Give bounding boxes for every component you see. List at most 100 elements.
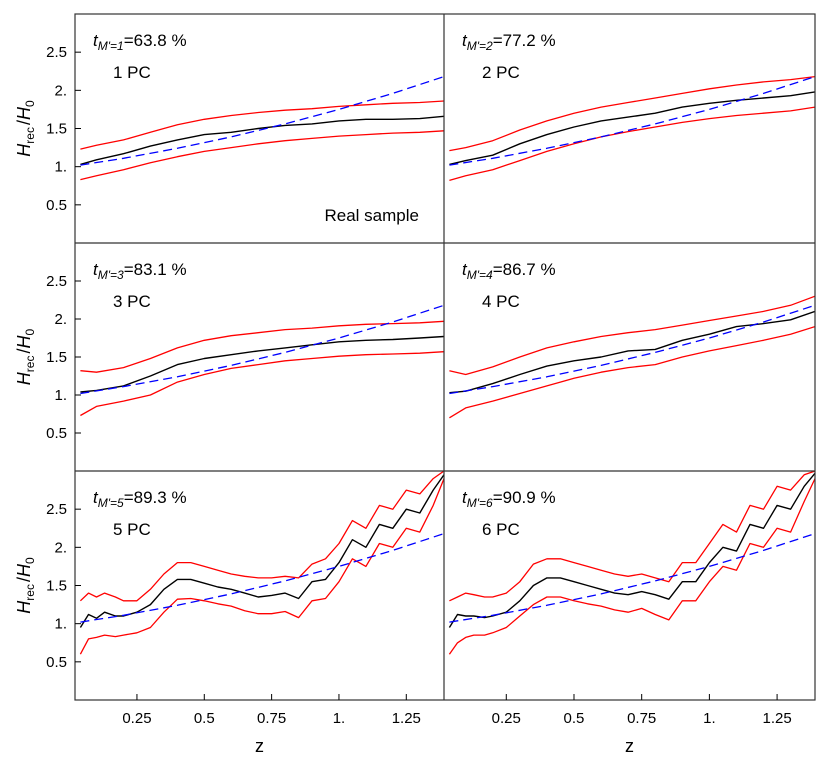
panel-pc-label: 1 PC bbox=[113, 63, 151, 82]
panel-note: Real sample bbox=[325, 206, 420, 225]
series-upper-line bbox=[80, 100, 444, 150]
y-label-h2: H bbox=[14, 563, 34, 577]
panel-t-annotation: tM'=3=83.1 % bbox=[93, 260, 187, 282]
x-tick-label: 0.25 bbox=[122, 710, 151, 727]
panel-5: tM'=5=89.3 % 5 PC bbox=[79, 471, 444, 655]
series-lower-line bbox=[448, 478, 815, 655]
x-tick-label: 0.25 bbox=[492, 710, 521, 727]
x-tick-label: 1. bbox=[703, 710, 716, 727]
y-axis-label: Hrec/H0 bbox=[14, 557, 37, 614]
y-tick-label: 1.5 bbox=[46, 121, 67, 138]
y-label-h2: H bbox=[14, 106, 34, 120]
panel-t-annotation: tM'=5=89.3 % bbox=[93, 488, 187, 510]
y-tick-label: 0.5 bbox=[46, 654, 67, 671]
series-lower-line bbox=[80, 351, 444, 417]
panel-t-annotation: tM'=2=77.2 % bbox=[462, 31, 556, 53]
x-axis-label: z bbox=[255, 736, 264, 756]
y-tick-label: 1. bbox=[54, 159, 67, 176]
panel-series-group bbox=[80, 304, 444, 417]
panel-pc-label: 6 PC bbox=[482, 520, 520, 539]
y-tick-label: 1. bbox=[54, 616, 67, 633]
series-reference-line bbox=[80, 75, 444, 166]
series-lower-line bbox=[79, 478, 444, 655]
y-tick-label: 2.5 bbox=[46, 44, 67, 61]
y-label-sub2: 0 bbox=[23, 557, 37, 564]
y-label-h: H bbox=[14, 371, 34, 385]
t-symbol: t bbox=[93, 488, 99, 507]
y-label-sub2: 0 bbox=[23, 329, 37, 336]
y-label-sub2: 0 bbox=[23, 100, 37, 107]
panel-series-group bbox=[449, 295, 815, 419]
series-median-line bbox=[449, 91, 815, 166]
y-tick-label: 2.5 bbox=[46, 273, 67, 290]
x-tick-label: 0.75 bbox=[257, 710, 286, 727]
x-tick-label: 1.25 bbox=[392, 710, 421, 727]
y-axis-label: Hrec/H0 bbox=[14, 100, 37, 157]
t-symbol: t bbox=[462, 260, 468, 279]
panel-series-group bbox=[80, 75, 444, 181]
t-value: =63.8 % bbox=[124, 31, 187, 50]
axes-layer: 0.51.1.52.2.5Hrec/H00.51.1.52.2.5Hrec/H0… bbox=[14, 13, 816, 756]
panel-2: tM'=2=77.2 % 2 PC bbox=[449, 31, 815, 182]
t-symbol: t bbox=[93, 31, 99, 50]
x-tick-label: 1.25 bbox=[762, 710, 791, 727]
y-label-sub1: rec bbox=[23, 127, 37, 144]
x-tick-label: 1. bbox=[333, 710, 346, 727]
x-tick-label: 0.5 bbox=[564, 710, 585, 727]
y-label-slash: / bbox=[14, 577, 34, 582]
series-lower-line bbox=[449, 106, 815, 182]
t-symbol: t bbox=[462, 488, 468, 507]
t-subscript: M'=5 bbox=[98, 496, 124, 510]
figure-frame bbox=[74, 13, 816, 701]
series-reference-line bbox=[80, 532, 444, 623]
y-tick-label: 2.5 bbox=[46, 501, 67, 518]
y-label-slash: / bbox=[14, 349, 34, 354]
y-label-h2: H bbox=[14, 335, 34, 349]
t-value: =83.1 % bbox=[124, 260, 187, 279]
series-reference-line bbox=[449, 304, 815, 395]
y-label-slash: / bbox=[14, 120, 34, 125]
t-subscript: M'=4 bbox=[467, 268, 493, 282]
t-subscript: M'=1 bbox=[98, 39, 124, 53]
panel-pc-label: 3 PC bbox=[113, 292, 151, 311]
series-median-line bbox=[448, 472, 815, 628]
series-upper-line bbox=[79, 471, 444, 602]
series-lower-line bbox=[449, 325, 815, 419]
series-reference-line bbox=[80, 304, 444, 395]
panel-series-group bbox=[79, 471, 444, 655]
t-value: =89.3 % bbox=[124, 488, 187, 507]
panel-1: tM'=1=63.8 % 1 PC Real sample bbox=[80, 31, 444, 225]
y-label-sub1: rec bbox=[23, 584, 37, 601]
y-tick-label: 0.5 bbox=[46, 197, 67, 214]
y-tick-label: 0.5 bbox=[46, 425, 67, 442]
series-upper-line bbox=[449, 75, 815, 152]
panel-series-group bbox=[448, 471, 815, 655]
panel-3: tM'=3=83.1 % 3 PC bbox=[80, 260, 444, 417]
y-tick-label: 2. bbox=[54, 311, 67, 328]
panel-t-annotation: tM'=4=86.7 % bbox=[462, 260, 556, 282]
x-axis-label: z bbox=[625, 736, 634, 756]
series-upper-line bbox=[449, 295, 815, 376]
series-upper-line bbox=[80, 320, 444, 373]
x-tick-label: 0.5 bbox=[194, 710, 215, 727]
panel-6: tM'=6=90.9 % 6 PC bbox=[448, 471, 815, 655]
series-median-line bbox=[80, 335, 444, 393]
x-tick-label: 0.75 bbox=[627, 710, 656, 727]
series-lower-line bbox=[80, 130, 444, 181]
series-median-line bbox=[449, 310, 815, 394]
series-upper-line bbox=[449, 471, 815, 602]
y-tick-label: 1.5 bbox=[46, 578, 67, 595]
y-label-h: H bbox=[14, 600, 34, 614]
series-reference-line bbox=[449, 75, 815, 166]
y-tick-label: 1. bbox=[54, 387, 67, 404]
t-symbol: t bbox=[93, 260, 99, 279]
panel-t-annotation: tM'=1=63.8 % bbox=[93, 31, 187, 53]
panel-series-group bbox=[449, 75, 815, 182]
t-value: =90.9 % bbox=[493, 488, 556, 507]
panel-pc-label: 2 PC bbox=[482, 63, 520, 82]
panel-t-annotation: tM'=6=90.9 % bbox=[462, 488, 556, 510]
series-median-line bbox=[80, 115, 444, 166]
t-value: =86.7 % bbox=[493, 260, 556, 279]
series-reference-line bbox=[449, 532, 815, 623]
